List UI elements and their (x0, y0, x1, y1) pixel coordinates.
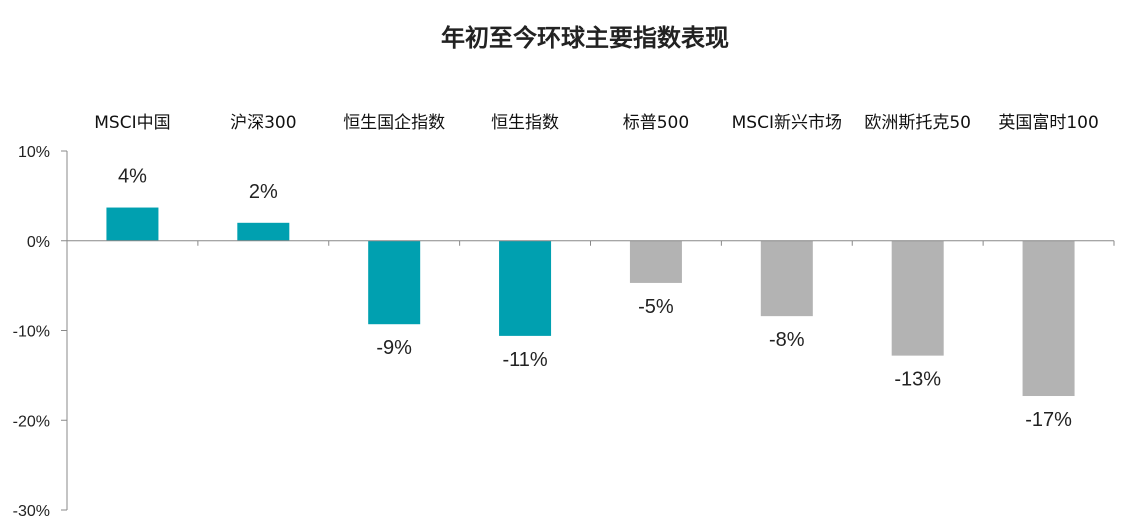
bar (891, 240, 944, 356)
category-label: MSCI中国 (94, 113, 170, 133)
data-label: -11% (502, 349, 547, 371)
chart-title: 年初至今环球主要指数表现 (441, 24, 729, 52)
bar (760, 240, 813, 317)
data-label: -8% (769, 329, 805, 351)
bar (106, 207, 159, 241)
category-label: MSCI新兴市场 (732, 113, 842, 133)
bar (1022, 240, 1075, 397)
data-label: -5% (638, 296, 674, 318)
bar (629, 240, 682, 283)
category-label: 恒生国企指数 (343, 113, 445, 133)
category-label: 沪深300 (230, 113, 296, 133)
data-label: -9% (376, 337, 412, 359)
y-tick-label: -30% (13, 503, 50, 520)
data-label: 4% (118, 166, 147, 188)
y-tick-label: 0% (27, 234, 50, 251)
y-tick-label: -10% (13, 324, 50, 341)
y-tick-label: -20% (13, 413, 50, 430)
category-label: 英国富时100 (998, 113, 1098, 133)
y-tick-label: 10% (18, 144, 50, 161)
category-label: 标普500 (623, 113, 689, 133)
bar (499, 240, 552, 336)
data-label: -17% (1025, 409, 1072, 431)
category-label: 恒生指数 (491, 113, 559, 133)
category-label: 欧洲斯托克50 (864, 113, 971, 133)
bar (237, 222, 290, 241)
data-label: 2% (249, 181, 278, 203)
bar (368, 240, 421, 325)
data-label: -13% (894, 369, 941, 391)
